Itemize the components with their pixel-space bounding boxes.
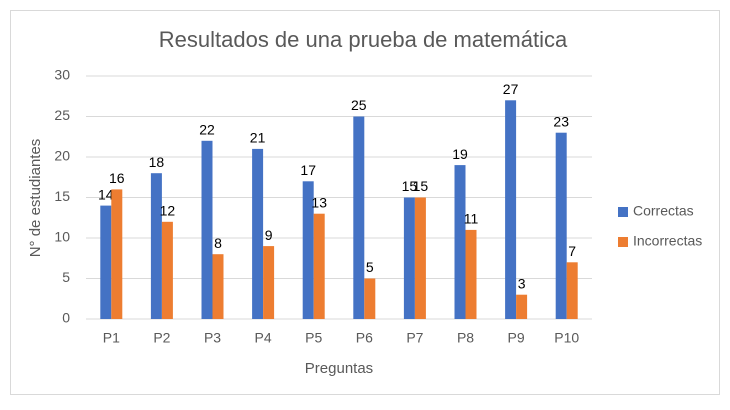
chart-border <box>10 10 720 395</box>
x-tick-label: P2 <box>153 330 170 346</box>
bar <box>150 173 162 319</box>
data-label: 15 <box>413 178 429 194</box>
data-label: 8 <box>214 235 222 251</box>
legend-label: Incorrectas <box>633 233 702 249</box>
bar <box>263 246 275 319</box>
bar <box>516 294 528 319</box>
data-label: 21 <box>250 130 266 146</box>
data-label: 17 <box>300 162 316 178</box>
y-tick-label: 0 <box>62 310 70 326</box>
data-label: 16 <box>109 170 125 186</box>
y-axis-label: N° de estudiantes <box>27 139 44 258</box>
bar <box>212 254 224 319</box>
data-label: 5 <box>366 259 374 275</box>
data-label: 25 <box>351 97 367 113</box>
bar <box>111 189 123 319</box>
y-tick-label: 15 <box>54 188 70 204</box>
data-label: 7 <box>568 243 576 259</box>
bar <box>566 262 578 319</box>
bar <box>364 278 376 319</box>
data-label: 15 <box>402 178 418 194</box>
bar <box>403 197 415 319</box>
y-tick-label: 30 <box>54 67 70 83</box>
y-tick-label: 25 <box>54 107 70 123</box>
chart-title: Resultados de una prueba de matemática <box>159 27 568 52</box>
bar <box>465 229 477 319</box>
x-tick-label: P5 <box>305 330 322 346</box>
x-tick-label: P4 <box>255 330 272 346</box>
bar <box>454 165 466 319</box>
data-label: 11 <box>464 211 479 227</box>
bar <box>302 181 314 319</box>
data-label: 14 <box>98 186 114 202</box>
data-label: 22 <box>199 122 215 138</box>
y-tick-label: 10 <box>54 229 70 245</box>
data-label: 19 <box>452 146 468 162</box>
x-tick-label: P8 <box>457 330 474 346</box>
x-tick-label: P10 <box>554 330 579 346</box>
bar <box>161 221 173 319</box>
bar <box>353 116 365 319</box>
legend-label: Correctas <box>633 203 694 219</box>
bar <box>313 213 325 319</box>
bar <box>100 205 112 319</box>
data-label: 18 <box>149 154 165 170</box>
data-label: 12 <box>160 203 176 219</box>
y-tick-label: 20 <box>54 148 70 164</box>
bar <box>505 100 517 319</box>
x-tick-label: P9 <box>508 330 525 346</box>
y-tick-label: 5 <box>62 269 70 285</box>
data-label: 13 <box>311 194 327 210</box>
data-label: 23 <box>553 113 569 129</box>
data-label: 27 <box>503 81 519 97</box>
x-tick-label: P7 <box>406 330 423 346</box>
legend-swatch <box>618 237 628 247</box>
x-tick-label: P3 <box>204 330 221 346</box>
bar <box>252 148 264 319</box>
data-label: 3 <box>518 275 526 291</box>
x-tick-label: P6 <box>356 330 373 346</box>
x-axis-label: Preguntas <box>305 360 373 377</box>
bar <box>414 197 426 319</box>
bar <box>555 132 567 319</box>
legend-swatch <box>618 207 628 217</box>
data-label: 9 <box>265 227 273 243</box>
x-tick-label: P1 <box>103 330 120 346</box>
bar <box>201 140 213 319</box>
